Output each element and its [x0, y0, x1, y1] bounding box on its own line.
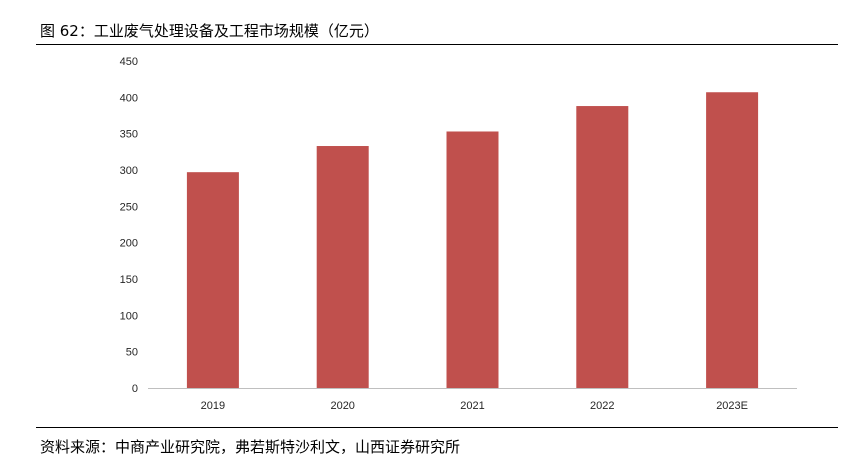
y-tick-label: 0: [132, 383, 138, 395]
bars: [186, 92, 759, 388]
y-tick-label: 400: [120, 92, 138, 104]
x-tick-label: 2023E: [716, 400, 748, 412]
top-rule: [36, 44, 838, 45]
bar-2022: [576, 106, 629, 388]
bar-2020: [316, 146, 369, 388]
x-tick-label: 2019: [201, 400, 225, 412]
y-tick-label: 350: [120, 129, 138, 141]
x-tick-label: 2022: [590, 400, 614, 412]
figure-title: 图 62：工业废气处理设备及工程市场规模（亿元）: [40, 22, 379, 40]
y-tick-label: 450: [120, 56, 138, 68]
bar-2019: [186, 172, 239, 388]
y-tick-label: 250: [120, 201, 138, 213]
x-axis-ticks: 2019 2020 2021 2022 2023E: [201, 400, 748, 412]
bar-2023E: [706, 92, 759, 388]
y-tick-label: 100: [120, 310, 138, 322]
x-tick-label: 2020: [330, 400, 354, 412]
y-tick-label: 200: [120, 238, 138, 250]
y-tick-label: 150: [120, 274, 138, 286]
y-tick-label: 50: [126, 347, 138, 359]
bar-2021: [446, 131, 499, 388]
source-note: 资料来源：中商产业研究院，弗若斯特沙利文，山西证券研究所: [40, 438, 461, 456]
bottom-rule: [36, 427, 838, 428]
y-axis-ticks: 0 50 100 150 200 250 300 350 400 450: [120, 56, 138, 395]
y-tick-label: 300: [120, 165, 138, 177]
x-tick-label: 2021: [460, 400, 484, 412]
